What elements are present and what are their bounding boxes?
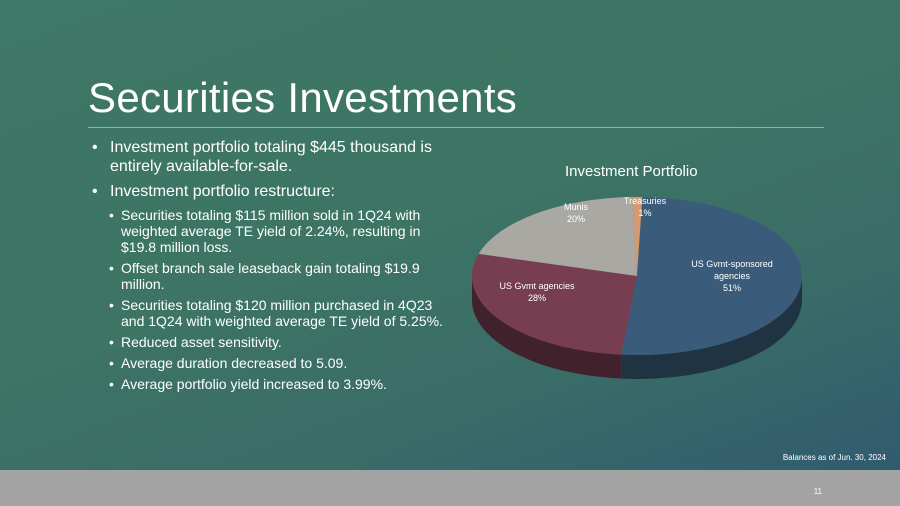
pie-slice: [632, 197, 643, 276]
pie-slice: [478, 197, 637, 276]
sub-bullet-item: Average portfolio yield increased to 3.9…: [109, 376, 457, 392]
pie-slice-side: [472, 276, 622, 379]
pie-slice-label: US Gvmt agencies 28%: [499, 281, 575, 303]
footer-bar: [0, 470, 900, 506]
sub-bullet-item: Securities totaling $120 million purchas…: [109, 297, 457, 329]
title-divider: [88, 127, 824, 128]
sub-bullet-item: Reduced asset sensitivity.: [109, 334, 457, 350]
footnote: Balances as of Jun. 30, 2024: [782, 453, 886, 462]
bullet-list: Investment portfolio totaling $445 thous…: [92, 138, 457, 397]
page-number: 11: [813, 487, 822, 496]
pie-slice-label: US Gvmt-sponsored agencies 51%: [691, 259, 773, 293]
pie-slice-label: Treasuries 1%: [624, 196, 667, 218]
slide: Securities Investments Investment portfo…: [0, 0, 900, 470]
sub-bullet-item: Average duration decreased to 5.09.: [109, 355, 457, 371]
pie-slice: [621, 197, 802, 355]
pie-slice-side: [621, 276, 802, 379]
sub-bullet-item: Offset branch sale leaseback gain totali…: [109, 260, 457, 292]
pie-slice: [471, 253, 637, 355]
bullet-item: Investment portfolio totaling $445 thous…: [92, 138, 457, 176]
bullet-item: Investment portfolio restructure:: [92, 182, 457, 201]
chart-title: Investment Portfolio: [565, 163, 698, 180]
pie-chart: Treasuries 1% US Gvmt-sponsored agencies 51%…: [471, 196, 802, 379]
pie-slice-label: Munis 20%: [564, 202, 589, 224]
sub-bullet-item: Securities totaling $115 million sold in…: [109, 207, 457, 255]
slide-title: Securities Investments: [88, 74, 518, 121]
